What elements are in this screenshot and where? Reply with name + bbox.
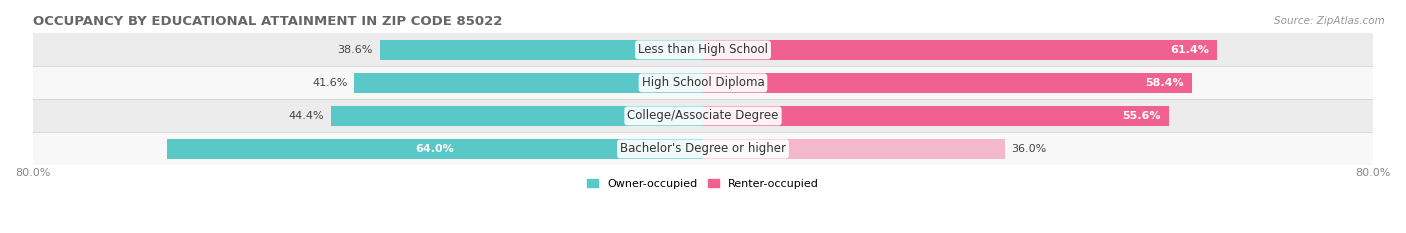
Bar bbox=[167, 139, 703, 159]
Text: 36.0%: 36.0% bbox=[1011, 144, 1046, 154]
Bar bbox=[32, 33, 1374, 66]
Bar bbox=[32, 132, 1374, 165]
Text: College/Associate Degree: College/Associate Degree bbox=[627, 110, 779, 122]
Bar bbox=[703, 106, 1168, 126]
Text: Less than High School: Less than High School bbox=[638, 43, 768, 56]
Bar bbox=[354, 73, 703, 93]
Bar bbox=[703, 139, 1005, 159]
Text: High School Diploma: High School Diploma bbox=[641, 76, 765, 89]
Text: 44.4%: 44.4% bbox=[288, 111, 325, 121]
Legend: Owner-occupied, Renter-occupied: Owner-occupied, Renter-occupied bbox=[586, 179, 820, 189]
Bar bbox=[32, 66, 1374, 99]
Bar bbox=[330, 106, 703, 126]
Text: 64.0%: 64.0% bbox=[416, 144, 454, 154]
Text: 38.6%: 38.6% bbox=[337, 45, 373, 55]
Text: OCCUPANCY BY EDUCATIONAL ATTAINMENT IN ZIP CODE 85022: OCCUPANCY BY EDUCATIONAL ATTAINMENT IN Z… bbox=[32, 15, 502, 28]
Text: Bachelor's Degree or higher: Bachelor's Degree or higher bbox=[620, 142, 786, 155]
Bar bbox=[703, 40, 1218, 60]
Bar bbox=[703, 73, 1192, 93]
Text: 58.4%: 58.4% bbox=[1146, 78, 1184, 88]
Bar bbox=[380, 40, 703, 60]
Bar bbox=[32, 99, 1374, 132]
Text: Source: ZipAtlas.com: Source: ZipAtlas.com bbox=[1274, 16, 1385, 26]
Text: 41.6%: 41.6% bbox=[312, 78, 347, 88]
Text: 61.4%: 61.4% bbox=[1170, 45, 1209, 55]
Text: 55.6%: 55.6% bbox=[1122, 111, 1160, 121]
